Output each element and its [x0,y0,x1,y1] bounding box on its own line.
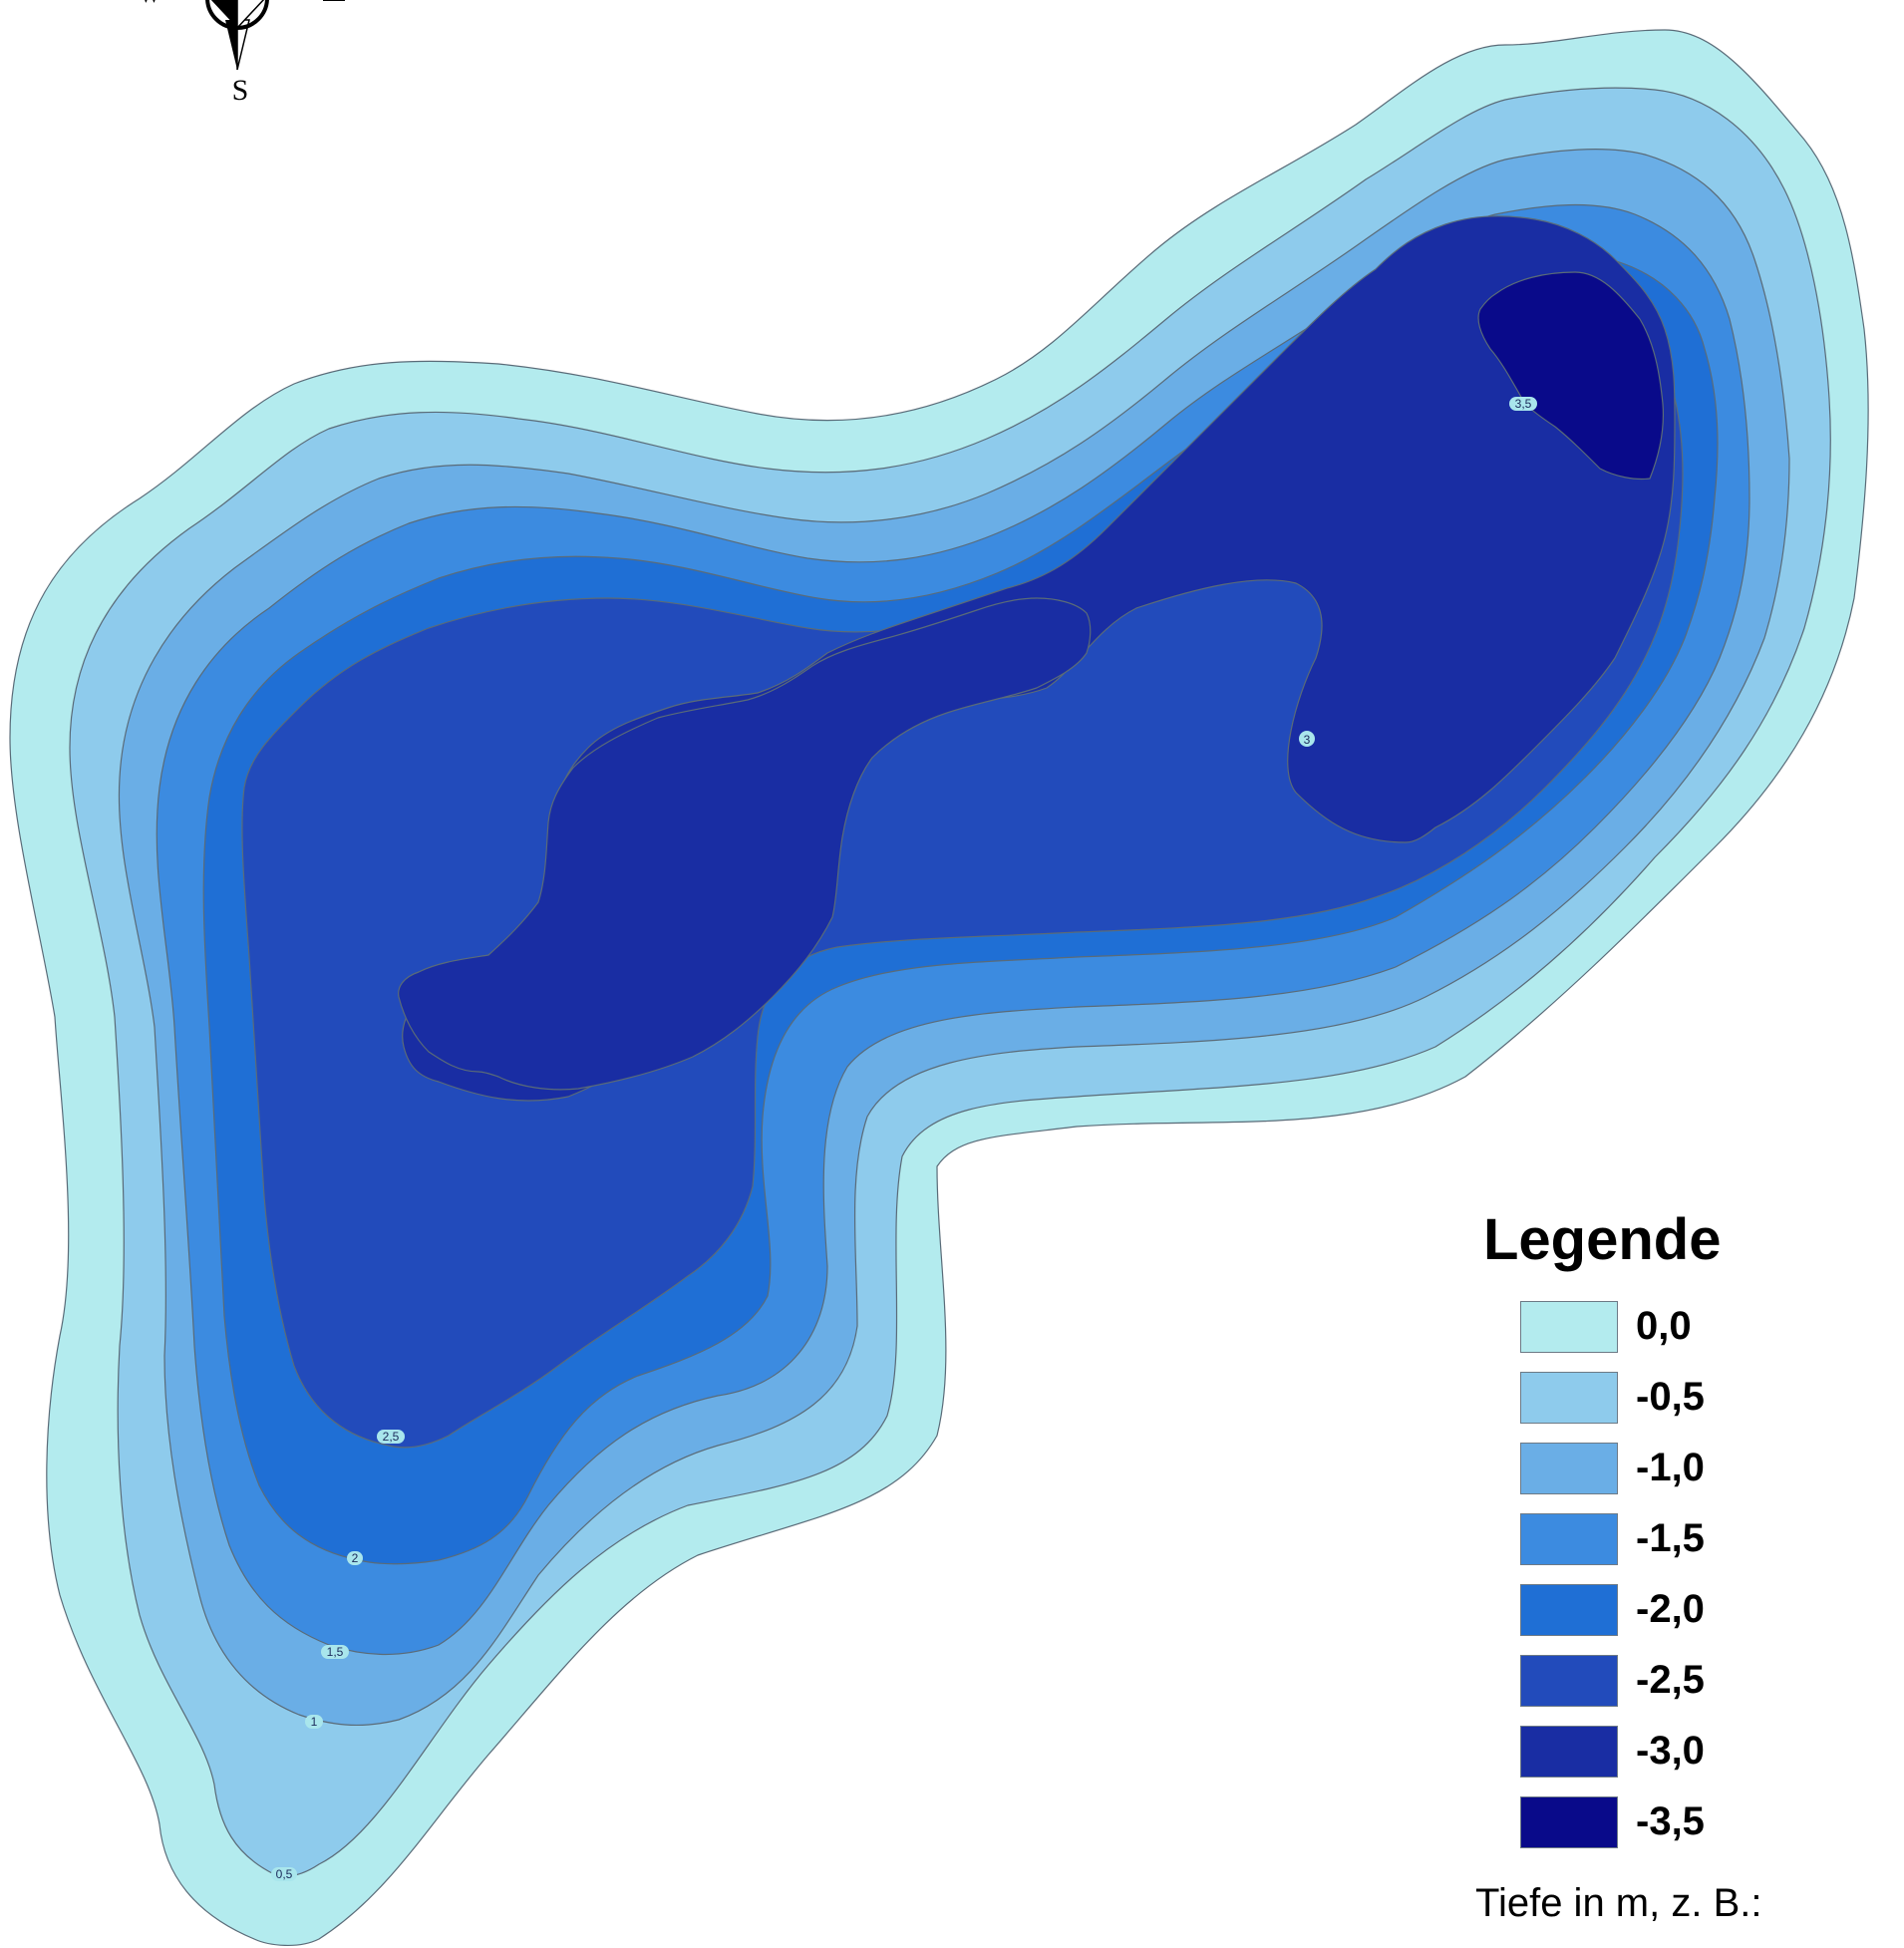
legend-row: -1,0 [1475,1433,1894,1503]
legend-swatch [1520,1300,1618,1353]
svg-text:2,5: 2,5 [383,1430,400,1444]
legend-label: -1,0 [1636,1446,1705,1489]
legend-swatch [1520,1442,1618,1494]
legend-label: -0,5 [1636,1375,1705,1419]
compass-west-label: W [140,0,160,7]
legend-swatch [1520,1512,1618,1565]
contour-label-3-5: 3,5 [1509,397,1537,411]
legend-title: Legende [1483,1207,1722,1272]
legend-row: -2,0 [1475,1574,1894,1645]
legend-items: 0,0 -0,5 -1,0 -1,5 -2,0 -2,5 -3,0 -3,5 [1475,1291,1894,1857]
contour-label-1: 1 [305,1715,323,1729]
legend-label: -2,0 [1636,1587,1705,1631]
depth-contours [9,29,1869,1947]
svg-text:1: 1 [311,1715,318,1729]
legend-row: -0,5 [1475,1362,1894,1433]
svg-text:3,5: 3,5 [1515,397,1532,411]
legend-row: -3,5 [1475,1786,1894,1857]
legend-note: Tiefe in m, z. B.: [1475,1881,1762,1925]
contour-label-0-5: 0,5 [271,1867,297,1881]
contour-label-3: 3 [1299,731,1315,747]
compass-east-tick [323,0,345,1]
legend-swatch [1520,1371,1618,1424]
compass-needle-icon [205,0,269,71]
svg-text:3: 3 [1304,733,1311,747]
legend-row: 0,0 [1475,1291,1894,1362]
legend-row: -3,0 [1475,1716,1894,1786]
legend-swatch [1520,1654,1618,1707]
svg-text:1,5: 1,5 [327,1645,344,1659]
contour-label-2: 2 [347,1551,363,1565]
legend-label: -1,5 [1636,1516,1705,1560]
compass-rose: W S [140,0,345,107]
legend-label: -3,5 [1636,1799,1705,1843]
legend-label: -2,5 [1636,1658,1705,1702]
contour-label-1-5: 1,5 [321,1645,349,1659]
contour-depth-labels: 0,5 1 1,5 2 2,5 3 3,5 [271,397,1537,1881]
svg-text:0,5: 0,5 [276,1867,293,1881]
contour-label-2-5: 2,5 [377,1430,405,1444]
legend: Legende 0,0 -0,5 -1,0 -1,5 -2,0 -2,5 -3,0 -3,5 … [1475,1211,1894,1926]
legend-swatch [1520,1795,1618,1848]
legend-swatch [1520,1583,1618,1636]
compass-south-label: S [232,74,249,107]
legend-swatch [1520,1725,1618,1778]
depth-band-3-5 [1477,271,1665,481]
svg-text:2: 2 [352,1551,359,1565]
legend-label: 0,0 [1636,1304,1692,1348]
legend-row: -1,5 [1475,1503,1894,1574]
legend-label: -3,0 [1636,1729,1705,1773]
legend-row: -2,5 [1475,1645,1894,1716]
depth-band-3-0-west [398,597,1092,1091]
